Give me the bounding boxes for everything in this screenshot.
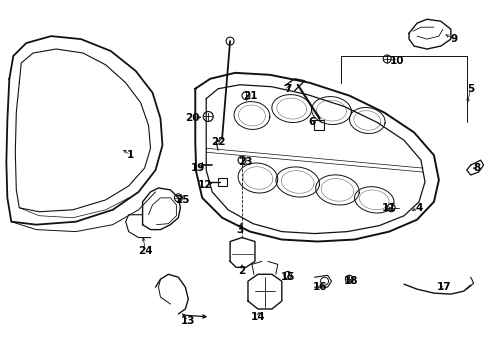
Text: 20: 20 <box>184 113 199 123</box>
Text: 16: 16 <box>312 282 326 292</box>
Text: 9: 9 <box>449 34 456 44</box>
Text: 11: 11 <box>381 203 396 213</box>
Text: 18: 18 <box>344 276 358 286</box>
Text: 4: 4 <box>414 203 422 213</box>
Text: 8: 8 <box>472 163 479 173</box>
Bar <box>218 178 226 186</box>
Text: 24: 24 <box>138 247 153 256</box>
Text: 22: 22 <box>210 137 225 147</box>
Text: 6: 6 <box>307 117 315 127</box>
Text: 7: 7 <box>284 84 291 94</box>
Bar <box>313 121 323 130</box>
Text: 14: 14 <box>250 312 264 322</box>
Text: 10: 10 <box>389 56 404 66</box>
Text: 13: 13 <box>181 316 195 326</box>
Text: 3: 3 <box>236 225 243 235</box>
Text: 17: 17 <box>436 282 450 292</box>
Text: 23: 23 <box>237 157 252 167</box>
Text: 21: 21 <box>242 91 257 101</box>
Text: 1: 1 <box>127 150 134 160</box>
Text: 2: 2 <box>238 266 245 276</box>
Text: 15: 15 <box>280 272 294 282</box>
Text: 12: 12 <box>198 180 212 190</box>
Text: 5: 5 <box>466 84 473 94</box>
Text: 19: 19 <box>191 163 205 173</box>
Text: 25: 25 <box>175 195 189 205</box>
